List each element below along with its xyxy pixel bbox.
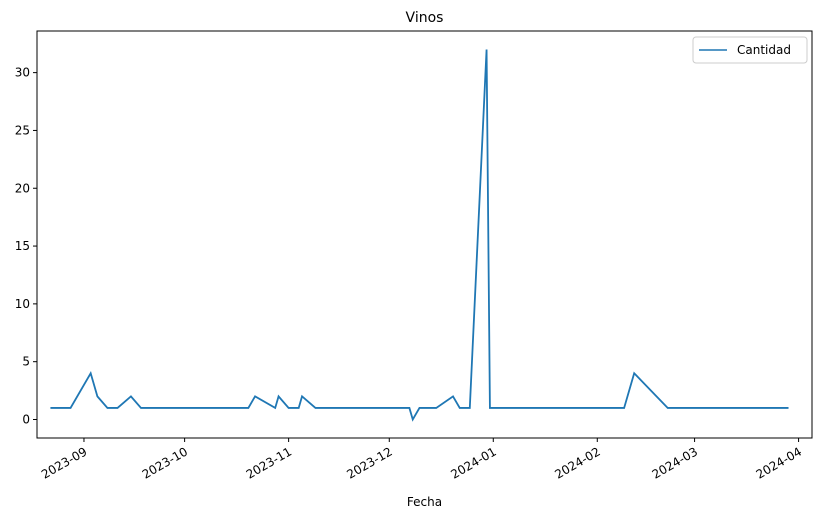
x-tick-label: 2023-11 (244, 444, 294, 481)
x-tick-label: 2024-03 (650, 444, 700, 481)
y-tick-label: 10 (15, 297, 30, 311)
legend-label-cantidad: Cantidad (737, 43, 791, 57)
plot-frame (36, 30, 813, 439)
y-tick-label: 30 (15, 66, 30, 80)
x-tick-label: 2024-04 (754, 444, 804, 481)
series-line-cantidad (50, 49, 789, 422)
x-tick-label: 2023-10 (140, 444, 190, 481)
y-tick-label: 0 (22, 413, 30, 427)
legend: Cantidad (692, 36, 808, 64)
x-tick-label: 2024-02 (552, 444, 602, 481)
y-axis-ticks: 0 5 10 15 20 25 30 (15, 66, 37, 427)
chart-title: Vinos (406, 10, 444, 26)
x-tick-label: 2024-01 (448, 444, 498, 481)
legend-box (692, 36, 808, 64)
series-layer (50, 49, 789, 422)
y-tick-label: 15 (15, 239, 30, 253)
x-axis-label: Fecha (407, 495, 442, 509)
x-tick-label: 2023-09 (39, 444, 89, 481)
x-axis-ticks: 2023-09 2023-10 2023-11 2023-12 2024-01 2024-… (39, 438, 804, 482)
y-tick-label: 20 (15, 181, 30, 195)
y-tick-label: 25 (15, 123, 30, 137)
x-tick-label: 2023-12 (344, 444, 394, 481)
y-tick-label: 5 (22, 355, 30, 369)
